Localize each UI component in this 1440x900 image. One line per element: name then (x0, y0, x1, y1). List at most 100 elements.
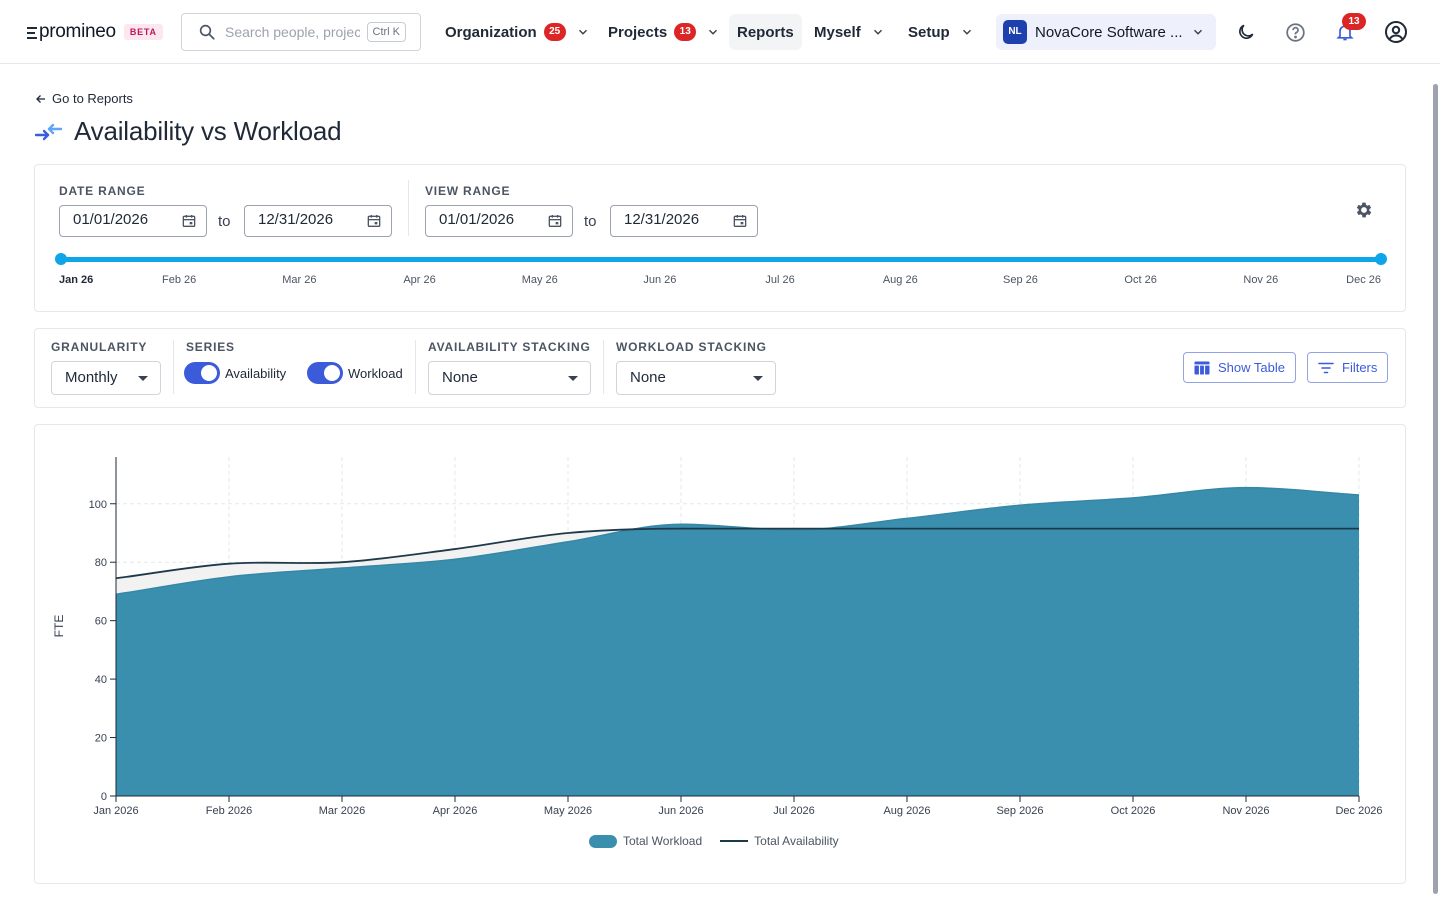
y-tick-label: 0 (101, 791, 107, 803)
chevron-down-icon (578, 29, 587, 35)
nav-reports[interactable]: Reports (729, 14, 802, 50)
legend-workload-label[interactable]: Total Workload (623, 834, 703, 848)
timeline-month-label: Feb 26 (162, 274, 197, 286)
back-to-reports-link[interactable]: Go to Reports (35, 91, 133, 106)
logo[interactable]: promineo BETA (27, 20, 163, 44)
chevron-down-icon (1193, 29, 1203, 35)
nav-organization[interactable]: Organization 25 (445, 14, 590, 50)
org-avatar: NL (1003, 20, 1027, 44)
organization-switcher[interactable]: NL NovaCore Software ... (996, 14, 1216, 50)
global-search[interactable]: Ctrl K (181, 13, 421, 51)
legend-availability-label[interactable]: Total Availability (754, 834, 839, 848)
availability-stacking-value: None (442, 369, 478, 386)
nav-projects[interactable]: Projects 13 (608, 14, 720, 50)
series-label: SERIES (186, 340, 235, 354)
range-card (34, 164, 1406, 312)
availability-series-toggle[interactable] (184, 362, 220, 384)
arrow-left-icon (36, 94, 45, 103)
timeline-month-label: Jun 26 (643, 274, 677, 286)
search-input[interactable] (225, 24, 360, 40)
filters-label: Filters (1342, 360, 1378, 375)
timeline-month-label: Aug 26 (882, 274, 918, 286)
nav-organization-label: Organization (445, 23, 537, 41)
chevron-down-icon (873, 29, 882, 35)
nav-reports-label: Reports (737, 23, 794, 41)
nav-setup-label: Setup (908, 23, 950, 41)
calendar-icon (548, 215, 562, 227)
dark-mode-toggle[interactable] (1234, 20, 1258, 44)
view-range-label: VIEW RANGE (425, 184, 511, 198)
view-range-to-label: to (584, 213, 597, 230)
view-range-from-value: 01/01/2026 (439, 211, 515, 228)
date-range-label: DATE RANGE (59, 184, 146, 198)
filters-button[interactable]: Filters (1307, 352, 1389, 383)
total-workload-line (115, 486, 1360, 596)
nav-myself[interactable]: Myself (814, 14, 885, 50)
nav-setup[interactable]: Setup (908, 14, 974, 50)
date-range-from-input[interactable]: 01/01/2026 (59, 205, 207, 237)
legend-workload-swatch[interactable] (589, 834, 617, 848)
granularity-value: Monthly (65, 369, 118, 386)
timeline-month-label: Apr 26 (403, 274, 436, 286)
nav-projects-badge: 13 (674, 23, 697, 41)
show-table-button[interactable]: Show Table (1183, 352, 1296, 383)
page-header: Availability vs Workload (35, 116, 342, 147)
search-icon (199, 24, 215, 40)
back-link-label: Go to Reports (52, 91, 133, 106)
timeline-month-label: Nov 26 (1243, 274, 1279, 286)
table-icon (1194, 361, 1210, 374)
workload-stacking-value: None (630, 369, 666, 386)
chevron-down-icon (962, 29, 971, 35)
y-tick-label: 40 (95, 674, 107, 686)
workload-stacking-select[interactable]: None (616, 361, 776, 395)
total-availability-line (115, 527, 1359, 580)
x-tick-label: Jun 2026 (658, 805, 703, 817)
timeline-month-label: Jan 26 (59, 274, 94, 286)
date-range-to-input[interactable]: 12/31/2026 (244, 205, 392, 237)
granularity-select[interactable]: Monthly (51, 361, 161, 395)
nav-myself-label: Myself (814, 23, 861, 41)
help-button[interactable] (1283, 20, 1307, 44)
view-range-to-value: 12/31/2026 (624, 211, 700, 228)
notifications-count-badge: 13 (1342, 13, 1366, 30)
nav-projects-label: Projects (608, 23, 668, 41)
caret-down-icon (753, 376, 763, 381)
availability-stacking-select[interactable]: None (428, 361, 591, 395)
x-tick-label: Dec 2026 (1335, 805, 1382, 817)
workload-stacking-label: WORKLOAD STACKING (616, 340, 767, 354)
timeline-range-end-handle[interactable] (1375, 253, 1387, 265)
view-range-from-input[interactable]: 01/01/2026 (425, 205, 573, 237)
moon-icon (1239, 24, 1254, 39)
chart-legend: Total Workload Total Availability (589, 834, 839, 848)
user-menu-button[interactable] (1384, 20, 1408, 44)
x-tick-label: Nov 2026 (1222, 805, 1269, 817)
timeline-month-label: Sep 26 (1003, 274, 1038, 286)
y-tick-label: 100 (89, 499, 107, 511)
date-range-to-value: 12/31/2026 (258, 211, 334, 228)
controls-divider (415, 340, 416, 394)
view-range-to-input[interactable]: 12/31/2026 (610, 205, 758, 237)
total-workload-area (116, 487, 1359, 796)
timeline-range-track[interactable] (61, 257, 1381, 262)
timeline-month-label: May 26 (521, 274, 558, 286)
range-divider (408, 180, 409, 236)
timeline-range-start-handle[interactable] (55, 253, 67, 265)
controls-divider (173, 340, 174, 394)
compare-arrows-icon (35, 123, 62, 140)
org-name: NovaCore Software ... (1035, 23, 1183, 41)
y-axis-label: FTE (52, 615, 66, 638)
y-tick-label: 60 (95, 616, 107, 628)
caret-down-icon (138, 376, 148, 381)
logo-text: promineo (39, 21, 116, 42)
x-tick-label: May 2026 (544, 805, 592, 817)
workload-series-toggle[interactable] (307, 362, 343, 384)
date-range-from-value: 01/01/2026 (73, 211, 149, 228)
controls-divider (603, 340, 604, 394)
granularity-label: GRANULARITY (51, 340, 148, 354)
legend-availability-swatch[interactable] (720, 840, 749, 842)
gear-icon[interactable] (1354, 200, 1374, 220)
page-scrollbar[interactable] (1433, 84, 1438, 894)
nav-organization-badge: 25 (543, 23, 566, 41)
availability-series-label: Availability (225, 366, 287, 381)
